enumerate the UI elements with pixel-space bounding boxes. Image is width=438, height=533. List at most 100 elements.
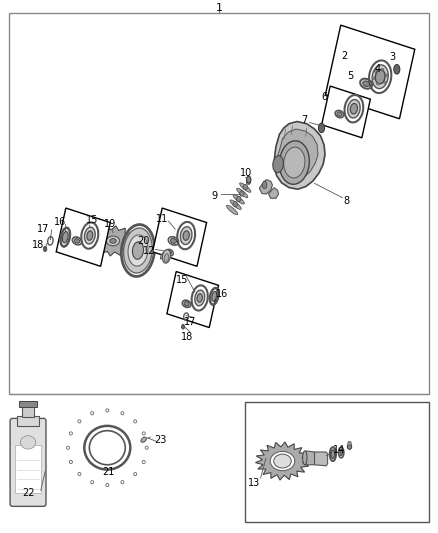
- Ellipse shape: [132, 242, 144, 259]
- Ellipse shape: [247, 176, 251, 183]
- Ellipse shape: [182, 324, 184, 329]
- Bar: [9, 13, 429, 394]
- Ellipse shape: [348, 100, 360, 118]
- Ellipse shape: [43, 246, 47, 252]
- Ellipse shape: [279, 141, 309, 184]
- Text: 7: 7: [301, 115, 307, 125]
- Text: 15: 15: [86, 215, 98, 224]
- Polygon shape: [325, 25, 415, 119]
- Text: 8: 8: [343, 196, 349, 206]
- Polygon shape: [259, 180, 272, 194]
- Ellipse shape: [162, 249, 170, 263]
- Ellipse shape: [128, 235, 148, 266]
- Ellipse shape: [381, 68, 384, 71]
- Text: 13: 13: [248, 479, 260, 488]
- Ellipse shape: [195, 290, 205, 306]
- Ellipse shape: [350, 103, 357, 114]
- Ellipse shape: [230, 200, 241, 209]
- Text: 2: 2: [342, 52, 348, 61]
- Text: 10: 10: [240, 168, 252, 178]
- Text: 3: 3: [389, 52, 395, 62]
- Polygon shape: [255, 442, 310, 480]
- Text: 18: 18: [181, 332, 194, 342]
- Polygon shape: [160, 251, 171, 259]
- Text: 22: 22: [22, 488, 35, 498]
- Ellipse shape: [237, 196, 241, 201]
- Ellipse shape: [363, 81, 370, 86]
- Ellipse shape: [394, 64, 400, 74]
- Text: 19: 19: [104, 219, 117, 229]
- Text: 21: 21: [102, 467, 115, 477]
- Polygon shape: [314, 452, 328, 466]
- Ellipse shape: [384, 81, 386, 84]
- Text: 4: 4: [374, 64, 381, 74]
- Ellipse shape: [164, 254, 169, 262]
- FancyBboxPatch shape: [10, 418, 46, 506]
- Ellipse shape: [377, 83, 379, 85]
- Polygon shape: [306, 451, 314, 465]
- Text: 5: 5: [347, 71, 353, 80]
- Bar: [17, 416, 39, 426]
- Ellipse shape: [237, 188, 248, 198]
- Text: 23: 23: [155, 435, 167, 445]
- Ellipse shape: [110, 239, 117, 243]
- Ellipse shape: [85, 227, 95, 244]
- Ellipse shape: [270, 451, 295, 471]
- Ellipse shape: [331, 450, 335, 458]
- Ellipse shape: [348, 441, 351, 446]
- Polygon shape: [167, 271, 219, 328]
- Ellipse shape: [141, 437, 146, 442]
- Ellipse shape: [240, 191, 244, 196]
- Ellipse shape: [74, 239, 80, 243]
- Ellipse shape: [240, 183, 251, 192]
- Ellipse shape: [183, 231, 189, 240]
- Ellipse shape: [233, 201, 237, 207]
- Text: 17: 17: [184, 318, 197, 327]
- Ellipse shape: [87, 231, 93, 240]
- Ellipse shape: [318, 123, 325, 133]
- Ellipse shape: [374, 70, 377, 72]
- Text: 15: 15: [176, 276, 188, 285]
- Bar: [22, 406, 34, 417]
- Ellipse shape: [372, 77, 374, 79]
- Polygon shape: [152, 208, 207, 266]
- Ellipse shape: [106, 236, 120, 246]
- Ellipse shape: [246, 179, 251, 184]
- Ellipse shape: [243, 184, 247, 190]
- Ellipse shape: [212, 292, 216, 301]
- Ellipse shape: [262, 181, 267, 189]
- Ellipse shape: [273, 156, 283, 173]
- Text: 12: 12: [143, 246, 155, 255]
- Ellipse shape: [233, 195, 244, 204]
- Text: 11: 11: [156, 214, 168, 223]
- Text: 14: 14: [333, 446, 346, 455]
- Bar: [19, 401, 37, 407]
- Text: 16: 16: [216, 289, 228, 298]
- Ellipse shape: [303, 451, 307, 465]
- Ellipse shape: [375, 70, 385, 84]
- Ellipse shape: [167, 251, 172, 255]
- Ellipse shape: [89, 431, 125, 465]
- Ellipse shape: [180, 227, 192, 245]
- Ellipse shape: [197, 294, 202, 302]
- Text: 16: 16: [54, 217, 67, 227]
- Ellipse shape: [274, 454, 291, 468]
- Text: 1: 1: [215, 3, 223, 13]
- Bar: [245, 402, 429, 522]
- Text: 18: 18: [32, 240, 45, 250]
- Polygon shape: [274, 122, 325, 189]
- Text: 9: 9: [212, 191, 218, 200]
- Ellipse shape: [184, 302, 189, 306]
- Ellipse shape: [170, 238, 177, 244]
- Ellipse shape: [347, 444, 352, 449]
- Ellipse shape: [337, 112, 342, 116]
- Text: 17: 17: [37, 224, 49, 233]
- Ellipse shape: [372, 65, 388, 88]
- Polygon shape: [268, 188, 279, 198]
- Ellipse shape: [226, 205, 238, 215]
- Ellipse shape: [284, 147, 305, 178]
- Polygon shape: [277, 129, 318, 181]
- Ellipse shape: [63, 231, 68, 243]
- Ellipse shape: [124, 228, 152, 273]
- Text: 6: 6: [321, 92, 327, 102]
